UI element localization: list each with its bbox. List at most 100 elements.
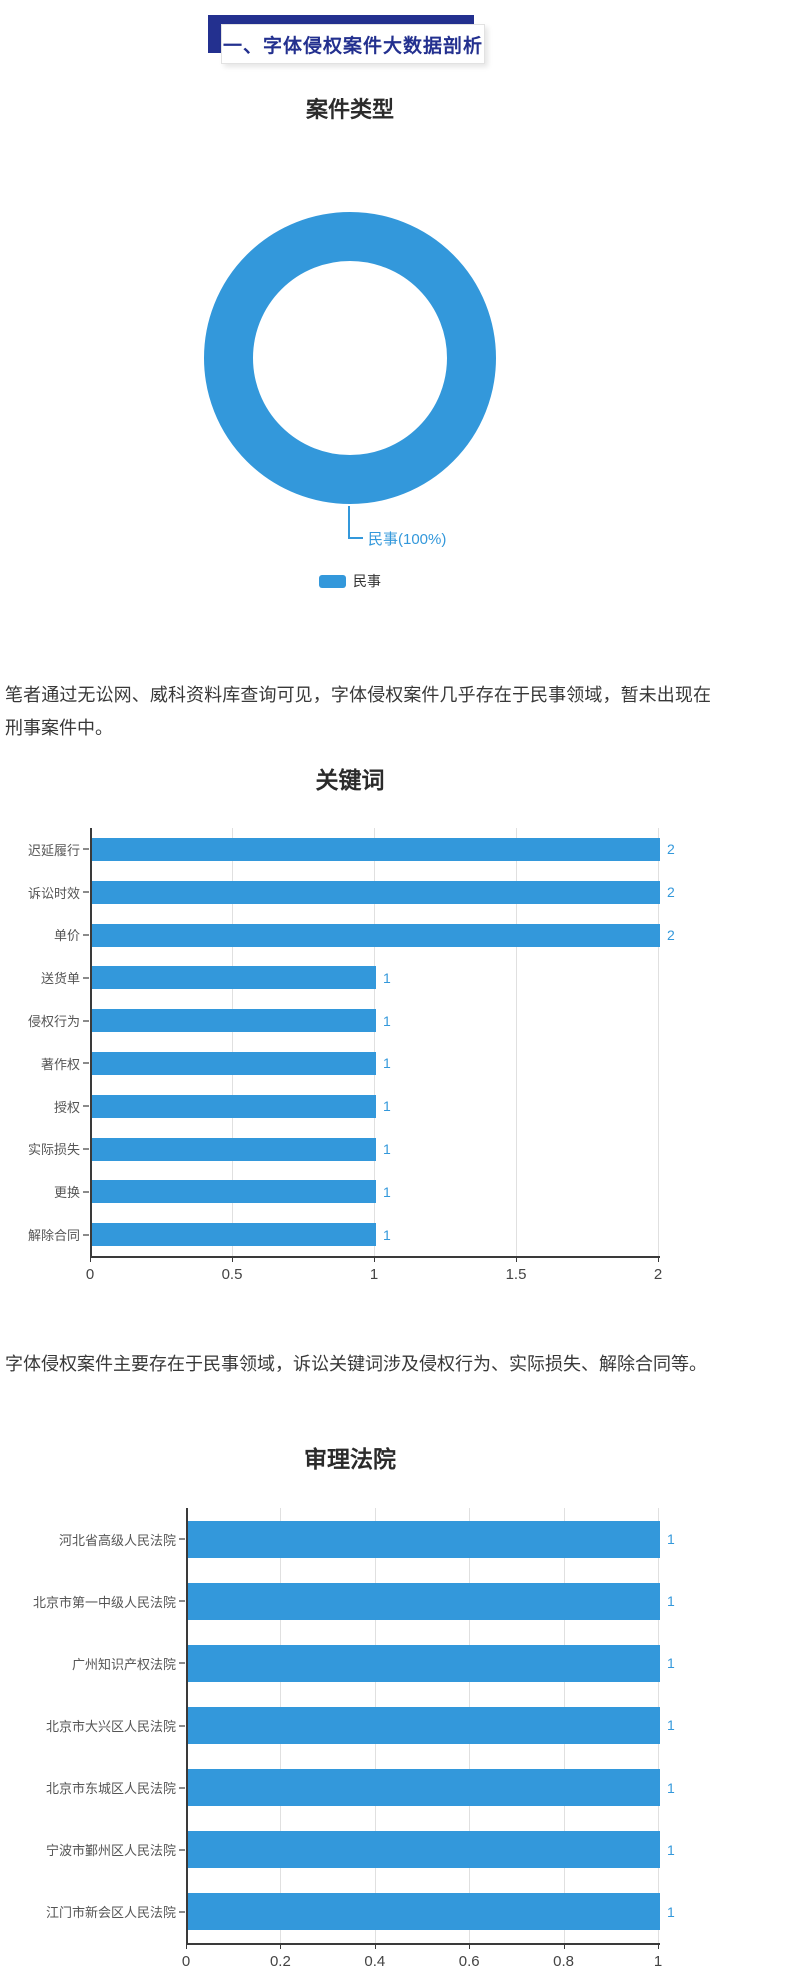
category-label: 诉讼时效	[27, 885, 80, 901]
category-tickmark	[179, 1662, 185, 1665]
category-label: 北京市第一中级人民法院	[32, 1594, 176, 1610]
category-label: 广州知识产权法院	[71, 1656, 176, 1672]
bar-value-label: 1	[383, 1183, 391, 1200]
category-label: 解除合同	[27, 1228, 80, 1244]
bar-value-label: 1	[667, 1841, 675, 1858]
banner-title: 一、字体侵权案件大数据剖析	[222, 35, 483, 57]
gridline	[374, 828, 375, 1256]
x-tick-label: 0	[85, 1266, 95, 1283]
category-label: 实际损失	[27, 1142, 80, 1158]
courts-bar-chart: 0 0.2 0.4 0.6 0.8 1 河北省高级人民法院 1 北京市第一中级人民法院 1 广州知识…	[0, 1508, 798, 1987]
bar-value-label: 2	[667, 884, 675, 901]
category-label: 北京市东城区人民法院	[45, 1781, 176, 1797]
bar-value-label: 1	[667, 1779, 675, 1796]
x-tick-label: 0.5	[221, 1266, 243, 1283]
category-tickmark	[83, 1019, 89, 1022]
category-tickmark	[83, 848, 89, 851]
x-axis-tickmark	[658, 1943, 659, 1949]
category-label: 单价	[53, 928, 80, 944]
bar-value-label: 1	[667, 1531, 675, 1548]
x-axis-tickmark	[658, 1256, 659, 1262]
category-tickmark	[179, 1910, 185, 1913]
x-axis-line	[90, 1256, 660, 1258]
y-axis-line	[186, 1508, 188, 1943]
bar	[92, 923, 660, 947]
x-tick-label: 0.2	[269, 1953, 291, 1970]
x-tick-label: 0.4	[364, 1953, 386, 1970]
banner-card: 一、字体侵权案件大数据剖析	[221, 24, 485, 64]
bar	[188, 1831, 660, 1869]
bar	[92, 1180, 376, 1204]
category-tickmark	[179, 1786, 185, 1789]
x-tick-label: 1	[653, 1953, 663, 1970]
bar	[188, 1893, 660, 1931]
bar-value-label: 1	[383, 1055, 391, 1072]
x-axis-line	[186, 1943, 660, 1945]
bar-value-label: 2	[667, 926, 675, 943]
bar	[92, 837, 660, 861]
bar	[92, 1223, 376, 1247]
category-label: 侵权行为	[27, 1014, 80, 1030]
category-label: 北京市大兴区人民法院	[45, 1718, 176, 1734]
bar-value-label: 2	[667, 841, 675, 858]
donut-callout-connector-elbow	[348, 537, 363, 539]
x-axis-tickmark	[280, 1943, 282, 1949]
x-tick-label: 0	[181, 1953, 191, 1970]
gridline	[658, 828, 659, 1256]
category-tickmark	[83, 1233, 89, 1236]
category-tickmark	[179, 1724, 185, 1727]
bar	[188, 1520, 660, 1558]
category-label: 迟延履行	[27, 842, 80, 858]
paragraph-keywords: 字体侵权案件主要存在于民事领域，诉讼关键词涉及侵权行为、实际损失、解除合同等。	[5, 1354, 707, 1374]
category-tickmark	[83, 976, 89, 979]
x-axis-tickmark	[469, 1943, 471, 1949]
donut-callout-connector	[348, 506, 350, 539]
bar	[92, 880, 660, 904]
x-tick-label: 2	[653, 1266, 663, 1283]
category-label: 宁波市鄞州区人民法院	[45, 1843, 176, 1859]
donut-legend: 民事	[0, 571, 700, 591]
x-axis-tickmark	[563, 1943, 565, 1949]
bar	[188, 1707, 660, 1744]
bar	[188, 1769, 660, 1807]
category-label: 河北省高级人民法院	[58, 1532, 176, 1548]
legend-swatch	[319, 574, 346, 588]
section-banner: 一、字体侵权案件大数据剖析	[208, 15, 488, 65]
category-tickmark	[83, 1190, 89, 1193]
x-axis-tickmark	[90, 1256, 91, 1262]
category-tickmark	[179, 1538, 185, 1541]
x-axis-tickmark	[516, 1256, 517, 1262]
x-tick-label: 0.6	[458, 1953, 480, 1970]
bar	[92, 1137, 376, 1161]
bar-value-label: 1	[667, 1593, 675, 1610]
x-tick-label: 1	[369, 1266, 379, 1283]
category-tickmark	[83, 1105, 89, 1108]
gridline	[232, 828, 233, 1256]
x-tick-label: 1.5	[505, 1266, 527, 1283]
bar-value-label: 1	[383, 969, 391, 986]
x-tick-label: 0.8	[553, 1953, 575, 1970]
x-axis-tickmark	[374, 1256, 375, 1262]
bar-value-label: 1	[667, 1717, 675, 1734]
keywords-title: 关键词	[315, 767, 385, 793]
category-label: 江门市新会区人民法院	[45, 1905, 176, 1921]
category-tickmark	[83, 1148, 89, 1150]
keywords-bar-chart: 0 0.5 1 1.5 2 迟延履行 2 诉讼时效 2 单价 2 送货单 1 侵权行为 1 著作权 1 授权 1 实际…	[0, 828, 798, 1298]
bar	[92, 1009, 376, 1033]
bar	[188, 1644, 660, 1682]
bar-value-label: 1	[383, 1226, 391, 1243]
gridline	[516, 828, 517, 1256]
category-tickmark	[179, 1848, 185, 1851]
bar-value-label: 1	[383, 1140, 391, 1157]
bar	[92, 1051, 376, 1075]
x-axis-tickmark	[232, 1256, 233, 1262]
courts-title: 审理法院	[304, 1446, 396, 1472]
category-label: 著作权	[40, 1056, 80, 1072]
bar-value-label: 1	[383, 1012, 391, 1029]
bar-value-label: 1	[383, 1098, 391, 1115]
bar	[92, 1094, 376, 1118]
category-label: 送货单	[40, 971, 80, 987]
bar	[92, 966, 376, 990]
y-axis-line	[90, 828, 92, 1256]
